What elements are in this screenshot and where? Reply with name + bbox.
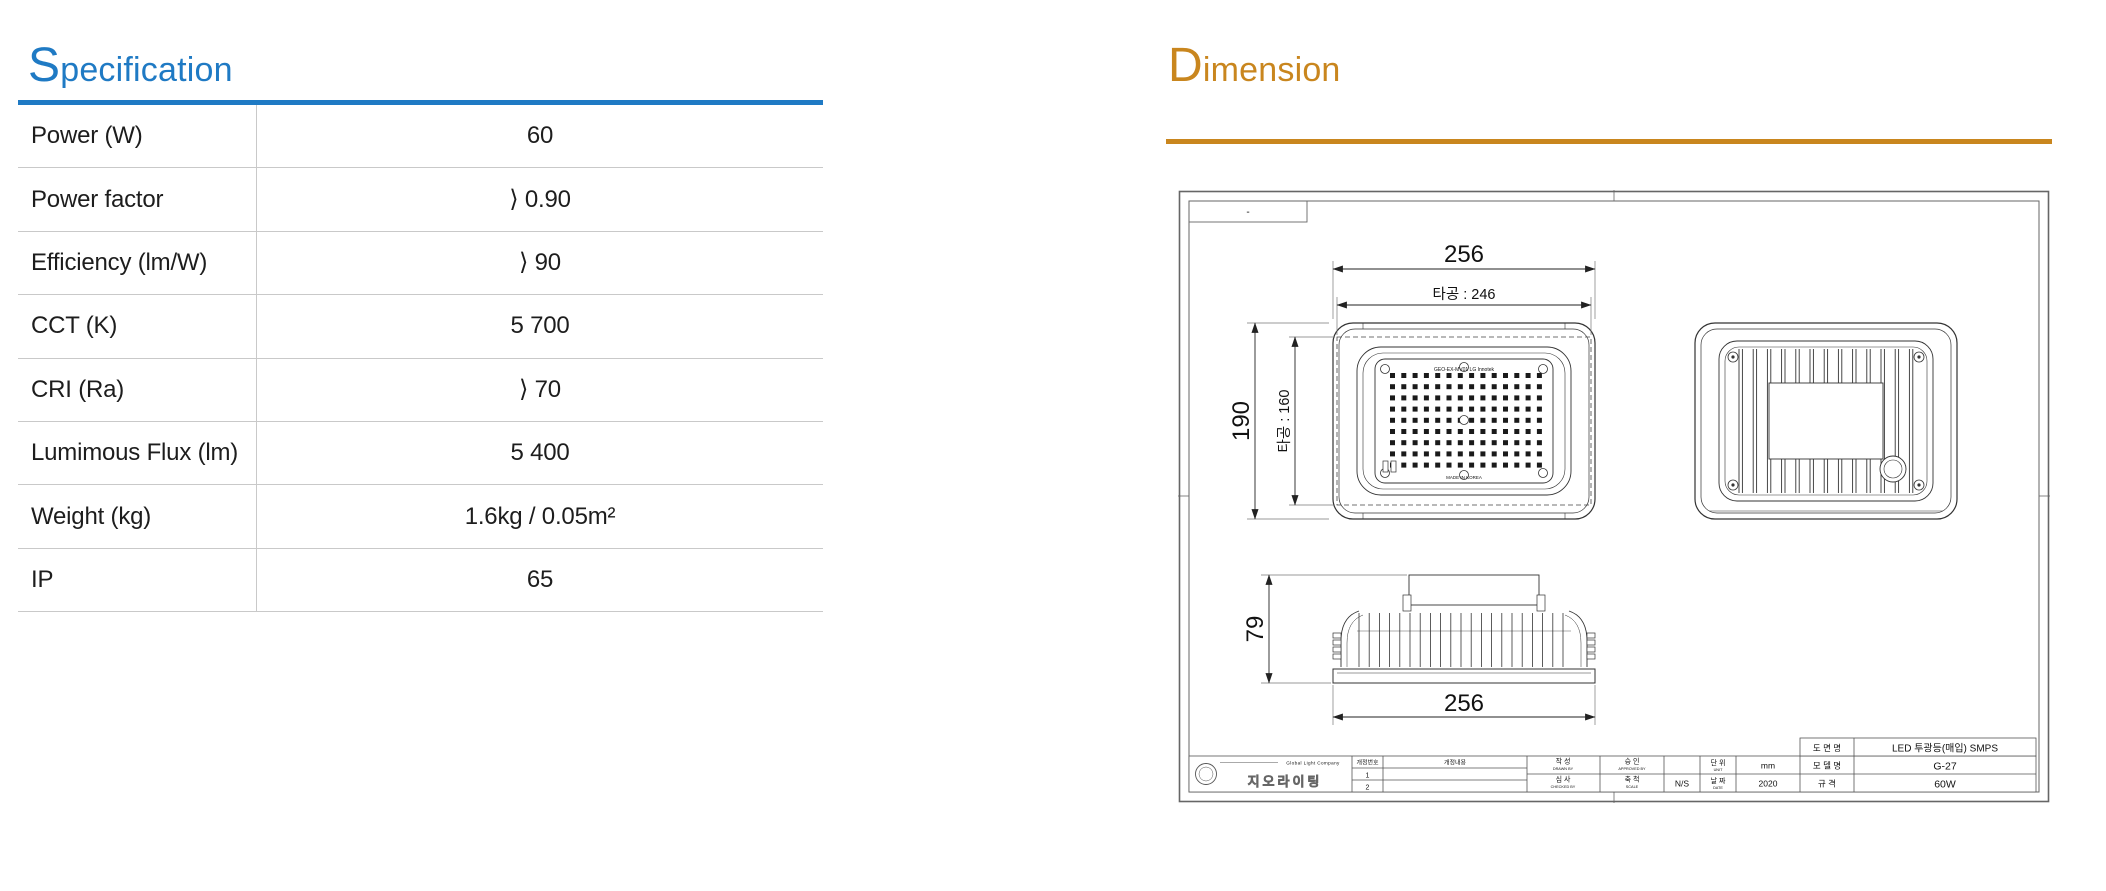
table-row: Power (W) 60 xyxy=(18,105,823,169)
company-name-text: Global Light Company xyxy=(1286,761,1340,766)
spec-row-label: Power (W) xyxy=(18,105,257,168)
smps-box xyxy=(1408,574,1540,606)
side-view: 79 256 xyxy=(1242,574,1596,725)
made-in-text: MADE IN KOREA xyxy=(1446,475,1482,480)
front-width-dimension: 256 xyxy=(1332,241,1596,319)
engineering-drawing: - GEO-EX-MV01 LG Innotek MADE IN KOREA xyxy=(1178,190,2050,803)
front-view: GEO-EX-MV01 LG Innotek MADE IN KOREA 256… xyxy=(1228,241,1596,520)
model-label: 모 델 명 xyxy=(1813,761,1841,771)
rev-row-2: 2 xyxy=(1366,785,1370,792)
table-row: IP 65 xyxy=(18,548,823,613)
checked-label: 심 사 xyxy=(1556,775,1571,784)
rev-row-1: 1 xyxy=(1366,773,1370,780)
drawing-name-label: 도 면 명 xyxy=(1813,743,1841,753)
scale-value: N/S xyxy=(1675,779,1690,789)
dimension-accent-rule xyxy=(1166,139,2052,144)
spec-row-value: 1.6kg / 0.05m² xyxy=(464,502,616,530)
unit-value: mm xyxy=(1761,761,1775,771)
scale-label: 축 척 xyxy=(1625,775,1640,784)
spec-section-title: Specification xyxy=(28,39,233,92)
model-value: G-27 xyxy=(1933,761,1957,773)
spec-row-value: 5 700 xyxy=(510,312,570,340)
smps-cover xyxy=(1768,382,1884,460)
date-sublabel: DATE xyxy=(1713,786,1723,790)
drawn-label: 작 성 xyxy=(1556,757,1571,766)
front-height-dim-text: 190 xyxy=(1228,401,1255,441)
front-cutout-width-dim-text: 타공 : 246 xyxy=(1433,286,1496,303)
spec-row-value: ⟩ 0.90 xyxy=(509,186,571,214)
scale-sublabel: SCALE xyxy=(1626,785,1639,789)
size-label: 규 격 xyxy=(1818,779,1836,789)
spec-row-value: ⟩ 70 xyxy=(519,376,561,404)
spec-table: Power (W) 60 Power factor ⟩ 0.90 Efficie… xyxy=(18,105,823,613)
sheet-border: - xyxy=(1178,190,2050,803)
side-height-dimension: 79 xyxy=(1242,574,1407,684)
spec-row-label: Efficiency (lm/W) xyxy=(18,231,257,295)
spec-row-label: CCT (K) xyxy=(18,295,257,358)
dimension-section-title: Dimension xyxy=(1168,39,1341,92)
base-plate xyxy=(1332,668,1596,684)
table-row: Power factor ⟩ 0.90 xyxy=(18,168,823,232)
side-height-dim-text: 79 xyxy=(1242,616,1269,643)
title-block: 도 면 명 LED 투광등(매입) SMPS 모 델 명 G-27 규 격 60… xyxy=(1188,737,2037,793)
spec-row-label: IP xyxy=(18,548,257,612)
spec-row-value: ⟩ 90 xyxy=(519,249,561,277)
date-value: 2020 xyxy=(1759,779,1778,789)
spec-row-value: 60 xyxy=(526,122,554,150)
table-row: Weight (kg) 1.6kg / 0.05m² xyxy=(18,485,823,549)
drawing-name-value: LED 투광등(매입) SMPS xyxy=(1892,742,1998,755)
rear-view xyxy=(1694,322,1958,520)
checked-sublabel: CHECKED BY xyxy=(1551,785,1576,789)
front-cutout-width-dimension: 타공 : 246 xyxy=(1336,286,1592,335)
title-block-text: 도 면 명 LED 투광등(매입) SMPS 모 델 명 G-27 규 격 60… xyxy=(1356,742,1998,792)
date-label: 날 짜 xyxy=(1711,776,1726,785)
connector xyxy=(1390,460,1397,473)
spec-row-label: Weight (kg) xyxy=(18,485,257,548)
rev-content-header: 개정내용 xyxy=(1444,759,1467,767)
approved-sublabel: APPROVED BY xyxy=(1618,767,1646,771)
side-bolts xyxy=(1332,632,1596,660)
connector xyxy=(1382,460,1389,473)
spec-row-value: 65 xyxy=(526,565,554,593)
side-width-dimension: 256 xyxy=(1332,685,1596,725)
spec-accent-rule xyxy=(18,100,823,105)
table-row: Efficiency (lm/W) ⟩ 90 xyxy=(18,231,823,296)
company-korean-logo-text: 지오라이팅 xyxy=(1248,774,1323,789)
spec-row-value: 5 400 xyxy=(510,439,570,467)
table-row: CRI (Ra) ⟩ 70 xyxy=(18,358,823,422)
led-array xyxy=(1390,373,1542,468)
table-row: CCT (K) 5 700 xyxy=(18,295,823,359)
front-cutout-height-dim-text: 타공 : 160 xyxy=(1276,390,1293,453)
cutout-dashed-outline xyxy=(1336,336,1592,506)
led-panel xyxy=(1374,358,1554,484)
spec-row-label: CRI (Ra) xyxy=(18,358,257,421)
spec-row-label: Power factor xyxy=(18,168,257,231)
sheet-corner-mark: - xyxy=(1246,207,1249,218)
side-heatsink-fins xyxy=(1358,613,1564,667)
rear-screws xyxy=(1727,351,1925,491)
unit-label: 단 위 xyxy=(1711,758,1726,767)
side-width-dim-text: 256 xyxy=(1444,690,1484,717)
panel-screws xyxy=(1380,362,1548,480)
drawn-sublabel: DRAWN BY xyxy=(1553,767,1574,771)
front-width-dim-text: 256 xyxy=(1444,241,1484,268)
size-value: 60W xyxy=(1934,779,1956,791)
company-logo: Global Light Company 지오라이팅 xyxy=(1195,761,1340,789)
panel-marking-text: GEO-EX-MV01 LG Innotek xyxy=(1434,367,1495,373)
front-cutout-height-dimension: 타공 : 160 xyxy=(1276,336,1335,506)
rev-no-header: 개정번호 xyxy=(1356,759,1379,767)
unit-sublabel: UNIT xyxy=(1714,768,1724,772)
table-row: Lumimous Flux (lm) 5 400 xyxy=(18,421,823,486)
front-height-dimension: 190 xyxy=(1228,322,1329,520)
spec-row-label: Lumimous Flux (lm) xyxy=(18,421,257,485)
approved-label: 승 인 xyxy=(1625,757,1640,766)
